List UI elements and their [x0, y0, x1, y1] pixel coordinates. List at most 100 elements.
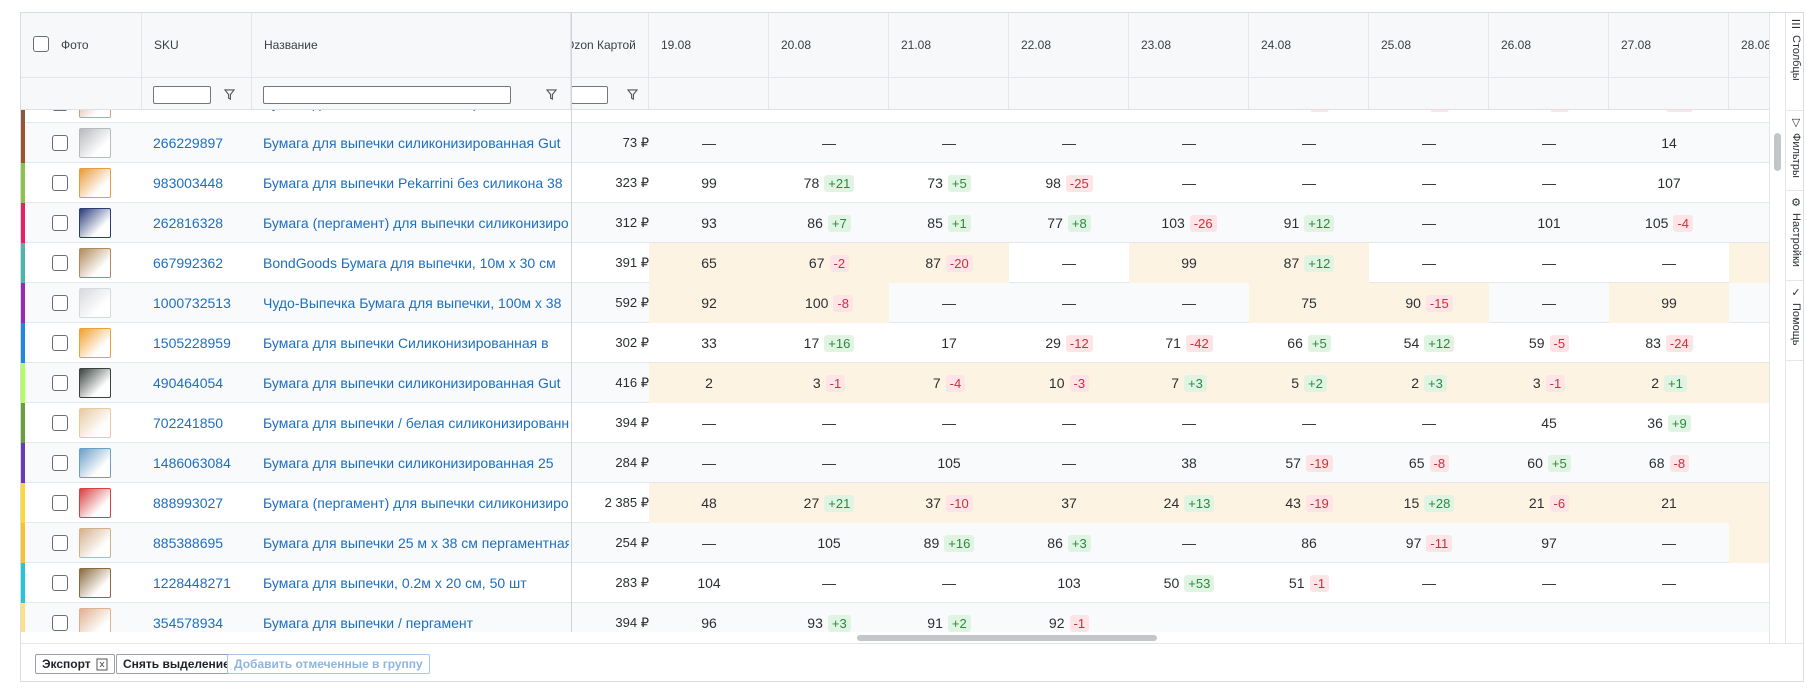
sku-link[interactable]: 667992362 — [153, 255, 224, 271]
product-thumbnail[interactable] — [79, 168, 111, 198]
row-checkbox[interactable] — [52, 295, 68, 311]
product-name-link[interactable]: BondGoods Бумага для выпечки, 10м x 30 с… — [263, 255, 556, 271]
header-date-9[interactable]: 28.08 — [1729, 13, 1769, 77]
header-date-3[interactable]: 22.08 — [1009, 13, 1129, 77]
row-checkbox[interactable] — [52, 135, 68, 151]
name-filter-input[interactable] — [263, 86, 511, 104]
product-thumbnail[interactable] — [79, 248, 111, 278]
sku-link[interactable]: 983003448 — [153, 175, 224, 191]
sku-link[interactable]: 1000732513 — [153, 295, 231, 311]
row-checkbox[interactable] — [52, 255, 68, 271]
table-row[interactable]: 266229897 Бумага для выпечки силиконизиро… — [21, 123, 1769, 163]
product-thumbnail[interactable] — [79, 288, 111, 318]
header-date-4[interactable]: 23.08 — [1129, 13, 1249, 77]
table-row[interactable]: 1486063084 Бумага для выпечки силиконизир… — [21, 443, 1769, 483]
row-checkbox[interactable] — [52, 175, 68, 191]
product-name-link[interactable]: Бумага для выпечки Силиконизированная в — [263, 335, 549, 351]
table-row[interactable]: 490464054 Бумага для выпечки силиконизиро… — [21, 363, 1769, 403]
product-name-link[interactable]: Бумага для выпечки силиконизированная Gu… — [263, 135, 561, 151]
sku-filter-input[interactable] — [153, 86, 211, 104]
row-checkbox[interactable] — [52, 335, 68, 351]
table-row[interactable]: 1505228959 Бумага для выпечки Силиконизир… — [21, 323, 1769, 363]
table-row[interactable]: 1486116835 Бумага для выпечки силиконизир… — [21, 110, 1769, 123]
vertical-scrollbar[interactable] — [1769, 13, 1785, 643]
horizontal-scrollbar[interactable] — [21, 632, 1769, 643]
row-checkbox[interactable] — [52, 575, 68, 591]
sku-link[interactable]: 702241850 — [153, 415, 224, 431]
product-name-link[interactable]: Бумага (пергамент) для выпечки силикониз… — [263, 215, 569, 231]
product-thumbnail[interactable] — [79, 328, 111, 358]
table-row[interactable]: 1000732513 Чудо-Выпечка Бумага для выпечк… — [21, 283, 1769, 323]
sku-link[interactable]: 1486063084 — [153, 455, 231, 471]
product-thumbnail[interactable] — [79, 488, 111, 518]
row-checkbox[interactable] — [52, 110, 68, 111]
side-tab-1[interactable]: ▽ Фильтры — [1786, 111, 1803, 191]
sku-link[interactable]: 354578934 — [153, 615, 224, 631]
product-name-link[interactable]: Бумага для выпечки силиконизированная Gu… — [263, 375, 561, 391]
sku-link[interactable]: 888993027 — [153, 495, 224, 511]
product-name-link[interactable]: Бумага для выпечки 25 м х 38 см пергамен… — [263, 535, 569, 551]
header-date-7[interactable]: 26.08 — [1489, 13, 1609, 77]
product-name-link[interactable]: Бумага для выпечки Pekarrini без силикон… — [263, 175, 563, 191]
sku-link[interactable]: 490464054 — [153, 375, 224, 391]
table-row[interactable]: 1228448271 Бумага для выпечки, 0.2м x 20 … — [21, 563, 1769, 603]
sku-link[interactable]: 1505228959 — [153, 335, 231, 351]
side-tab-2[interactable]: ⚙ Настройки — [1786, 191, 1803, 281]
header-date-0[interactable]: 19.08 — [649, 13, 769, 77]
row-checkbox[interactable] — [52, 495, 68, 511]
product-thumbnail[interactable] — [79, 208, 111, 238]
table-row[interactable]: 888993027 Бумага (пергамент) для выпечки … — [21, 483, 1769, 523]
side-tab-0[interactable]: ☰ Столбцы — [1786, 13, 1803, 111]
header-date-5[interactable]: 24.08 — [1249, 13, 1369, 77]
product-thumbnail[interactable] — [79, 568, 111, 598]
sku-link[interactable]: 1486116835 — [153, 110, 230, 111]
row-checkbox[interactable] — [52, 615, 68, 631]
product-thumbnail[interactable] — [79, 368, 111, 398]
header-price[interactable]: Ozon Картой — [571, 13, 649, 77]
horizontal-scroll-thumb[interactable] — [857, 635, 1157, 641]
product-name-link[interactable]: Бумага (пергамент) для выпечки силикониз… — [263, 495, 569, 511]
export-button[interactable]: Экспорт — [35, 654, 115, 674]
table-row[interactable]: 983003448 Бумага для выпечки Pekarrini бе… — [21, 163, 1769, 203]
sku-link[interactable]: 1228448271 — [153, 575, 231, 591]
row-checkbox[interactable] — [52, 535, 68, 551]
price-filter-input[interactable] — [571, 86, 608, 104]
product-thumbnail[interactable] — [79, 448, 111, 478]
row-checkbox[interactable] — [52, 455, 68, 471]
row-checkbox[interactable] — [52, 415, 68, 431]
table-row[interactable]: 262816328 Бумага (пергамент) для выпечки … — [21, 203, 1769, 243]
sku-link[interactable]: 262816328 — [153, 215, 224, 231]
side-tab-3[interactable]: ✓ Помощь — [1786, 281, 1803, 361]
deselect-button[interactable]: Снять выделение — [116, 654, 237, 674]
select-all-checkbox[interactable] — [21, 35, 49, 55]
product-name-link[interactable]: Чудо-Выпечка Бумага для выпечки, 100м x … — [263, 295, 562, 311]
product-thumbnail[interactable] — [79, 128, 111, 158]
add-to-group-button[interactable]: Добавить отмеченные в группу — [227, 654, 430, 674]
row-checkbox[interactable] — [52, 375, 68, 391]
sku-link[interactable]: 266229897 — [153, 135, 224, 151]
product-name-link[interactable]: Бумага для выпечки силиконизированная 30 — [263, 110, 569, 111]
row-color-marker — [21, 403, 25, 443]
header-date-1[interactable]: 20.08 — [769, 13, 889, 77]
product-thumbnail[interactable] — [79, 528, 111, 558]
product-name-link[interactable]: Бумага для выпечки силиконизированная 25 — [263, 455, 554, 471]
sku-link[interactable]: 885388695 — [153, 535, 224, 551]
product-name-link[interactable]: Бумага для выпечки / пергамент — [263, 615, 474, 631]
table-row[interactable]: 702241850 Бумага для выпечки / белая сили… — [21, 403, 1769, 443]
row-checkbox[interactable] — [52, 215, 68, 231]
filter-icon[interactable] — [224, 89, 235, 100]
header-date-2[interactable]: 21.08 — [889, 13, 1009, 77]
product-thumbnail[interactable] — [79, 408, 111, 438]
header-date-6[interactable]: 25.08 — [1369, 13, 1489, 77]
header-name[interactable]: Название — [252, 13, 571, 77]
vertical-scroll-thumb[interactable] — [1774, 133, 1781, 171]
filter-icon[interactable] — [546, 89, 557, 100]
product-name-link[interactable]: Бумага для выпечки, 0.2м x 20 см, 50 шт — [263, 575, 527, 591]
header-date-8[interactable]: 27.08 — [1609, 13, 1729, 77]
table-row[interactable]: 885388695 Бумага для выпечки 25 м х 38 см… — [21, 523, 1769, 563]
product-name-link[interactable]: Бумага для выпечки / белая силиконизиров… — [263, 415, 569, 431]
table-row[interactable]: 667992362 BondGoods Бумага для выпечки, 1… — [21, 243, 1769, 283]
filter-icon[interactable] — [627, 89, 638, 100]
header-sku[interactable]: SKU — [142, 13, 252, 77]
product-thumbnail[interactable] — [79, 110, 111, 118]
